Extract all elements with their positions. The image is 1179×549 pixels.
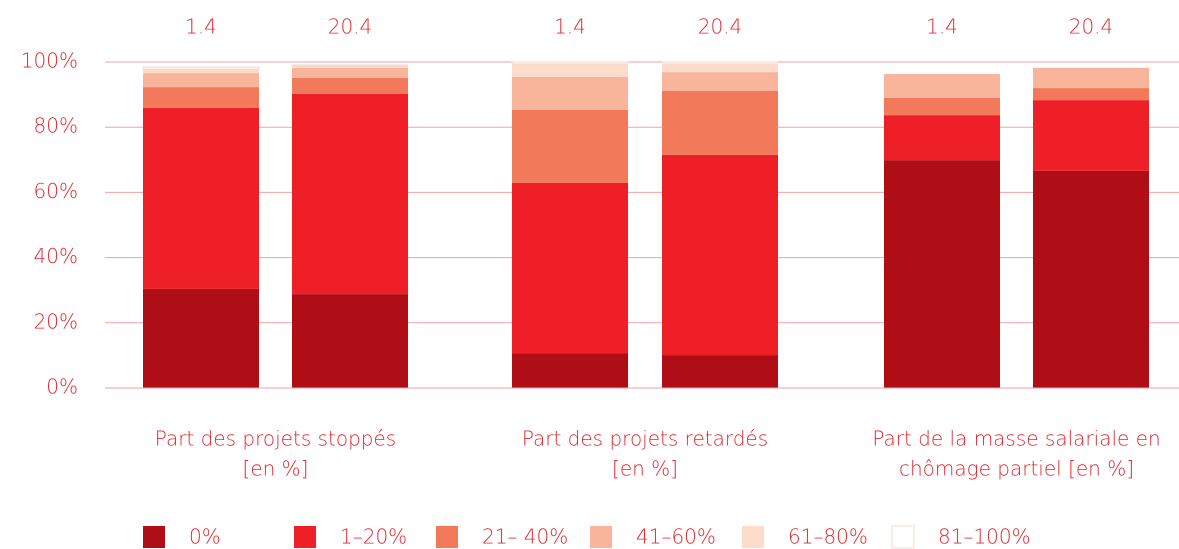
bar-segment (143, 87, 259, 108)
legend-swatch (436, 526, 458, 548)
bar-segment (292, 93, 408, 295)
bar-label: 1.4 (185, 15, 217, 39)
bar-segment (143, 69, 259, 74)
y-tick-label: 0% (46, 375, 78, 399)
category-label: Part des projets stoppés (155, 427, 396, 451)
bar-segment (511, 61, 629, 65)
bar-segment (512, 353, 628, 388)
bar-segment (1033, 100, 1149, 171)
bar-segment (661, 61, 779, 65)
bar-segment (512, 63, 628, 77)
bar-segment (292, 67, 408, 78)
bar-segment (1033, 88, 1149, 101)
bar-segment (292, 77, 408, 94)
bar-segment (291, 64, 409, 67)
category-label: [en %] (612, 457, 678, 481)
bar-label: 20.4 (1069, 15, 1114, 39)
legend-swatch (891, 525, 915, 549)
category-label: [en %] (243, 457, 309, 481)
category-label: Part des projets retardés (522, 427, 768, 451)
bar-segment (512, 182, 628, 354)
bar-segment (512, 109, 628, 183)
bar-segment (142, 66, 260, 70)
bar-label: 1.4 (554, 15, 586, 39)
y-tick-label: 80% (34, 114, 78, 138)
bar-segment (292, 294, 408, 388)
bar-segment (662, 91, 778, 155)
legend-swatch (742, 526, 764, 548)
bar-segment (1033, 67, 1149, 89)
y-tick-label: 60% (34, 179, 78, 203)
bar-segment (143, 288, 259, 388)
bar-segment (662, 355, 778, 388)
bar-label: 20.4 (698, 15, 743, 39)
category-label: chômage partiel [en %] (899, 457, 1134, 481)
bar-segment (662, 154, 778, 356)
legend-label: 21– 40% (482, 525, 568, 549)
legend-swatch (143, 526, 165, 548)
category-label: Part de la masse salariale en (872, 427, 1160, 451)
bar-segment (884, 97, 1000, 116)
bar-segment (662, 63, 778, 73)
bar-segment (512, 76, 628, 110)
y-tick-label: 20% (34, 309, 78, 333)
bar-segment (884, 74, 1000, 98)
legend-label: 0% (189, 525, 221, 549)
legend-label: 1–20% (340, 525, 407, 549)
bar-label: 1.4 (926, 15, 958, 39)
legend-swatch (590, 526, 612, 548)
bar-label: 20.4 (328, 15, 373, 39)
legend-swatch (294, 526, 316, 548)
legend-label: 61–80% (788, 525, 868, 549)
legend-label: 81–100% (938, 525, 1031, 549)
legend-label: 41–60% (636, 525, 716, 549)
bar-segment (884, 160, 1000, 388)
bar-segment (143, 107, 259, 289)
bar-segment (1033, 170, 1149, 388)
y-tick-label: 40% (34, 244, 78, 268)
bar-segment (292, 65, 408, 68)
bar-segment (884, 115, 1000, 161)
bar-segment (143, 73, 259, 88)
bar-segment (662, 72, 778, 92)
y-tick-label: 100% (21, 49, 78, 73)
